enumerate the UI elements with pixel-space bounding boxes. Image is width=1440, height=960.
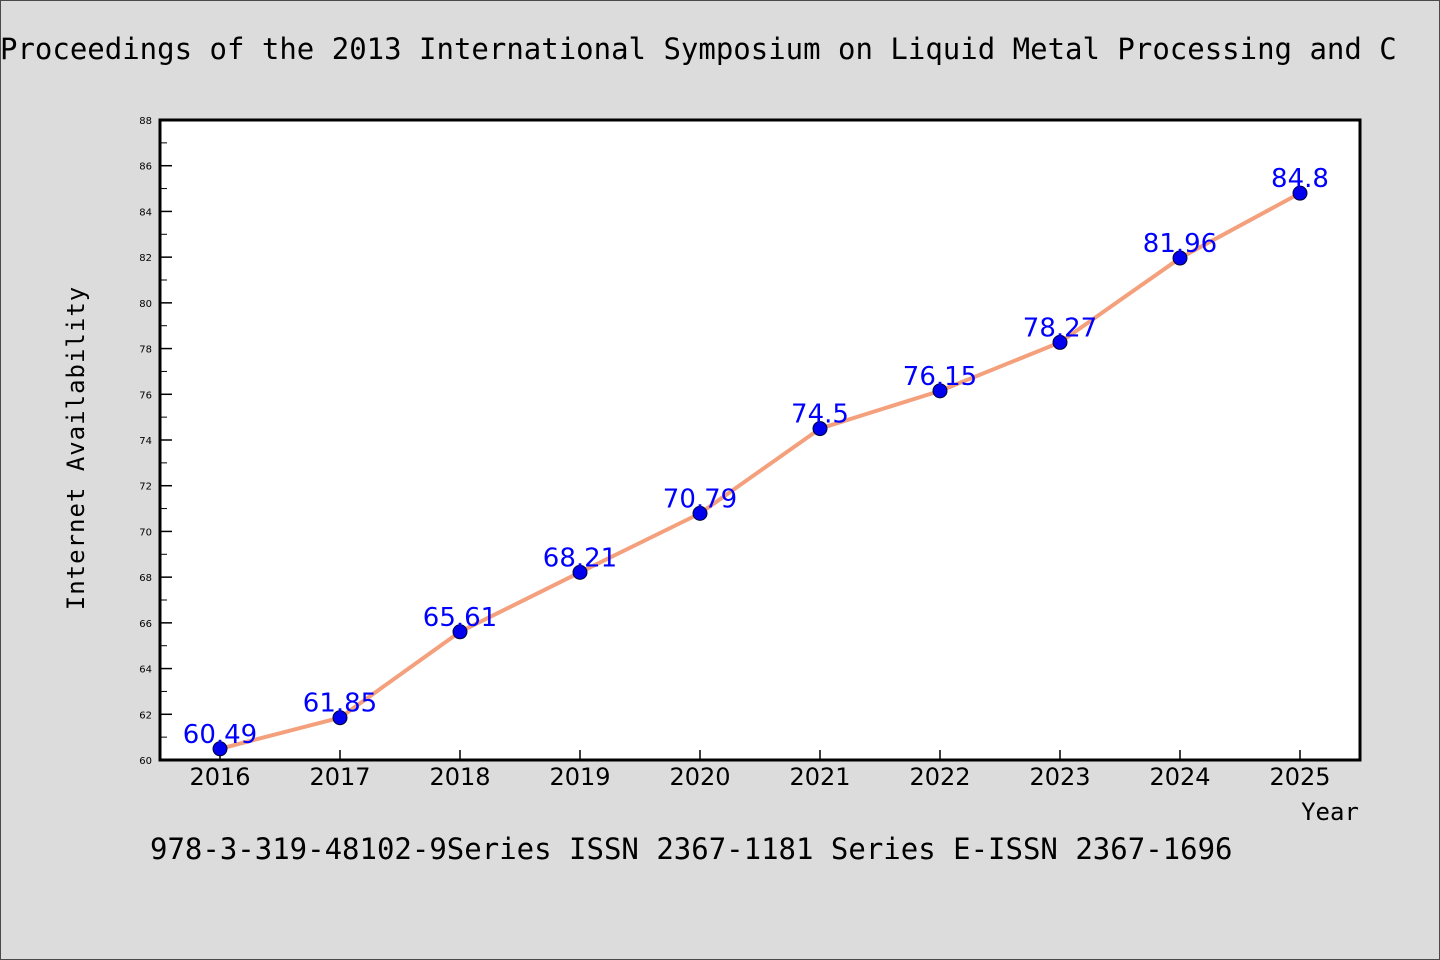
- y-tick-label: 84: [139, 207, 152, 218]
- y-tick-label: 72: [139, 482, 152, 493]
- data-label: 84.8: [1271, 164, 1329, 194]
- x-tick-label: 2020: [669, 763, 730, 791]
- y-tick-label: 80: [139, 299, 152, 310]
- y-tick-label: 86: [139, 162, 152, 173]
- data-point: [1052, 334, 1068, 350]
- y-tick-label: 64: [139, 665, 152, 676]
- y-tick-label: 70: [139, 527, 152, 538]
- footer-text: 978-3-319-48102-9Series ISSN 2367-1181 S…: [150, 832, 1233, 866]
- data-label: 76.15: [903, 362, 977, 392]
- data-label: 81.96: [1143, 229, 1217, 259]
- data-point: [692, 505, 708, 521]
- y-axis-title: Internet Availability: [62, 286, 90, 610]
- data-label: 65.61: [423, 603, 497, 633]
- data-point: [212, 741, 228, 757]
- x-tick-label: 2023: [1029, 763, 1090, 791]
- x-tick-label: 2024: [1149, 763, 1210, 791]
- data-point: [812, 421, 828, 437]
- data-label: 74.5: [791, 400, 849, 430]
- data-label: 61.85: [303, 689, 377, 719]
- x-tick-label: 2022: [909, 763, 970, 791]
- y-tick-label: 60: [139, 756, 152, 767]
- data-point: [1172, 250, 1188, 266]
- x-tick-label: 2025: [1269, 763, 1330, 791]
- chart-title: Proceedings of the 2013 International Sy…: [0, 32, 1397, 66]
- data-point: [332, 710, 348, 726]
- data-label: 60.49: [183, 720, 257, 750]
- y-axis: 60 62 64 66 68 70 72 74 76 78 80 82 84 86 88: [139, 116, 172, 767]
- data-label: 78.27: [1023, 313, 1097, 343]
- data-point: [572, 564, 588, 580]
- y-tick-label: 82: [139, 253, 152, 264]
- y-tick-label: 66: [139, 619, 152, 630]
- data-point: [932, 383, 948, 399]
- data-label: 70.79: [663, 484, 737, 514]
- y-tick-label: 62: [139, 710, 152, 721]
- x-tick-label: 2019: [549, 763, 610, 791]
- data-point: [452, 624, 468, 640]
- data-label: 68.21: [543, 543, 617, 573]
- x-tick-label: 2016: [189, 763, 250, 791]
- y-tick-label: 68: [139, 573, 152, 584]
- y-tick-label: 78: [139, 345, 152, 356]
- x-tick-label: 2018: [429, 763, 490, 791]
- data-labels: 60.49 61.85 65.61 68.21 70.79 74.5 76.15 78.27 8…: [183, 164, 1329, 750]
- x-tick-label: 2021: [789, 763, 850, 791]
- y-tick-label: 88: [139, 116, 152, 127]
- data-points: [212, 185, 1308, 757]
- x-tick-label: 2017: [309, 763, 370, 791]
- x-axis: 2016 2017 2018 2019 2020 2021 2022 2023 2024 2025: [189, 750, 1331, 791]
- x-axis-title: Year: [1301, 798, 1359, 826]
- y-tick-label: 76: [139, 390, 152, 401]
- data-point: [1292, 185, 1308, 201]
- series-line: [219, 191, 1301, 751]
- y-tick-label: 74: [139, 436, 152, 447]
- plot-background: [158, 118, 1362, 762]
